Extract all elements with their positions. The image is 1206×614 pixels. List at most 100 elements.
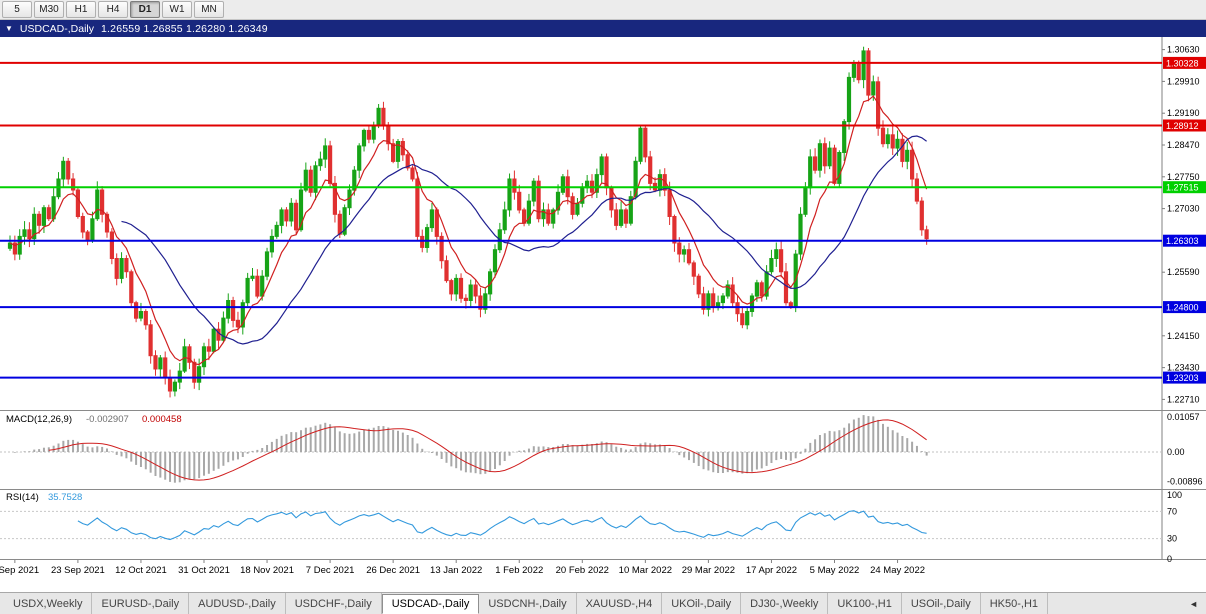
chart-tab-audusd-daily[interactable]: AUDUSD-,Daily <box>189 593 286 614</box>
candle-body <box>439 235 444 262</box>
candle-body <box>298 189 304 231</box>
rsi-axis-label: 70 <box>1167 506 1177 516</box>
candle-body <box>522 209 527 224</box>
candle-body <box>376 107 381 127</box>
price-tick-label: 1.27030 <box>1167 204 1200 214</box>
candle-body <box>696 275 701 295</box>
candle-body <box>604 156 609 189</box>
candle-body <box>337 213 342 235</box>
chart-tab-eurusd-daily[interactable]: EURUSD-,Daily <box>92 593 190 614</box>
candle-body <box>478 295 483 310</box>
timeframe-toolbar: 5 M30 H1 H4 D1 W1 MN <box>0 0 1206 20</box>
chart-area[interactable]: 1.30328 1.28912 1.27515 1.26303 1.24800 1.232… <box>0 37 1206 592</box>
timeframe-button-h4[interactable]: H4 <box>98 1 128 18</box>
candle-body <box>104 213 110 233</box>
level-price-box <box>1163 301 1206 314</box>
candle-body <box>211 328 216 352</box>
timeframe-button-mn[interactable]: MN <box>194 1 224 18</box>
candle-body <box>914 178 919 202</box>
candle-body <box>129 271 134 304</box>
candle-body <box>172 381 178 392</box>
chart-tab-xauusd-h4[interactable]: XAUUSD-,H4 <box>577 593 663 614</box>
candle-body <box>623 209 628 224</box>
price-chart-canvas[interactable]: 1.30328 1.28912 1.27515 1.26303 1.24800 1.232… <box>0 37 1206 592</box>
rsi-value: 35.7528 <box>48 492 82 503</box>
candle-body <box>371 125 376 140</box>
candle-body <box>46 207 51 220</box>
date-label: 10 Mar 2022 <box>619 565 672 576</box>
slow-ma-line <box>121 135 927 345</box>
candle-body <box>279 209 284 226</box>
candle-body <box>890 134 895 149</box>
macd-main-value: -0.002907 <box>86 414 129 425</box>
candle-body <box>808 156 813 189</box>
price-tick-label: 1.29190 <box>1167 108 1200 118</box>
candle-body <box>783 271 789 304</box>
macd-histogram-layer <box>13 415 928 483</box>
candle-body <box>774 249 779 259</box>
candle-body <box>255 275 260 297</box>
chart-symbol-title: USDCAD-,Daily <box>19 22 95 35</box>
candle-body <box>109 231 115 259</box>
date-label: 20 Feb 2022 <box>556 565 609 576</box>
chart-tab-hk50-h1[interactable]: HK50-,H1 <box>981 593 1049 614</box>
level-price-label: 1.26303 <box>1166 236 1199 246</box>
candle-body <box>769 258 774 273</box>
candle-body <box>352 169 357 191</box>
candle-body <box>531 180 536 202</box>
date-label: 26 Dec 2021 <box>366 565 420 576</box>
timeframe-button-d1[interactable]: D1 <box>130 1 160 18</box>
candle-body <box>260 275 265 297</box>
chart-tab-usoil-daily[interactable]: USOil-,Daily <box>902 593 981 614</box>
chart-tab-dj30-weekly[interactable]: DJ30-,Weekly <box>741 593 829 614</box>
candle-body <box>517 191 522 211</box>
candle-body <box>628 196 633 224</box>
candle-body <box>740 313 745 326</box>
candle-body <box>667 189 672 217</box>
candle-body <box>90 218 95 242</box>
candle-body <box>541 209 546 220</box>
level-price-label: 1.23203 <box>1166 373 1199 383</box>
candle-body <box>284 209 289 222</box>
level-price-box <box>1163 234 1206 247</box>
candle-body <box>420 235 425 248</box>
timeframe-button-5[interactable]: 5 <box>2 1 32 18</box>
candle-body <box>61 160 66 180</box>
timeframe-button-m30[interactable]: M30 <box>34 1 64 18</box>
candle-body <box>779 249 784 273</box>
price-tick-label: 1.25590 <box>1167 267 1200 277</box>
candle-body <box>885 134 890 145</box>
candle-body <box>803 187 808 215</box>
candle-body <box>526 200 531 224</box>
candle-body <box>235 319 241 328</box>
timeframe-button-h1[interactable]: H1 <box>66 1 96 18</box>
chart-tab-usdcad-daily[interactable]: USDCAD-,Daily <box>381 594 480 614</box>
candle-body <box>458 277 464 299</box>
candle-body <box>546 209 551 224</box>
timeframe-button-w1[interactable]: W1 <box>162 1 192 18</box>
chart-tab-usdx-weekly[interactable]: USDX,Weekly <box>4 593 93 614</box>
candle-body <box>745 311 750 326</box>
candle-body <box>633 160 638 198</box>
candle-body <box>924 229 929 240</box>
candle-body <box>167 377 173 392</box>
candle-body <box>71 178 76 191</box>
chart-tab-ukoil-daily[interactable]: UKOil-,Daily <box>662 593 742 614</box>
chart-tab-uk100-h1[interactable]: UK100-,H1 <box>828 593 902 614</box>
candle-body <box>861 50 866 81</box>
candle-body <box>124 258 129 273</box>
candle-body <box>197 366 202 383</box>
chart-tab-usdcnh-daily[interactable]: USDCNH-,Daily <box>479 593 577 614</box>
fast-ma-line <box>9 95 928 366</box>
chart-tab-usdchf-daily[interactable]: USDCHF-,Daily <box>286 593 382 614</box>
candle-body <box>328 145 333 184</box>
price-tick-label: 1.30630 <box>1167 45 1200 55</box>
candle-body <box>648 156 653 184</box>
candle-body <box>323 145 328 160</box>
price-tick-label: 1.22710 <box>1167 394 1200 404</box>
candle-body <box>410 167 415 180</box>
candle-body <box>318 158 323 167</box>
candle-body <box>764 271 769 297</box>
candle-body <box>240 302 245 328</box>
tab-scroll-left-icon[interactable]: ◄ <box>1189 598 1198 609</box>
